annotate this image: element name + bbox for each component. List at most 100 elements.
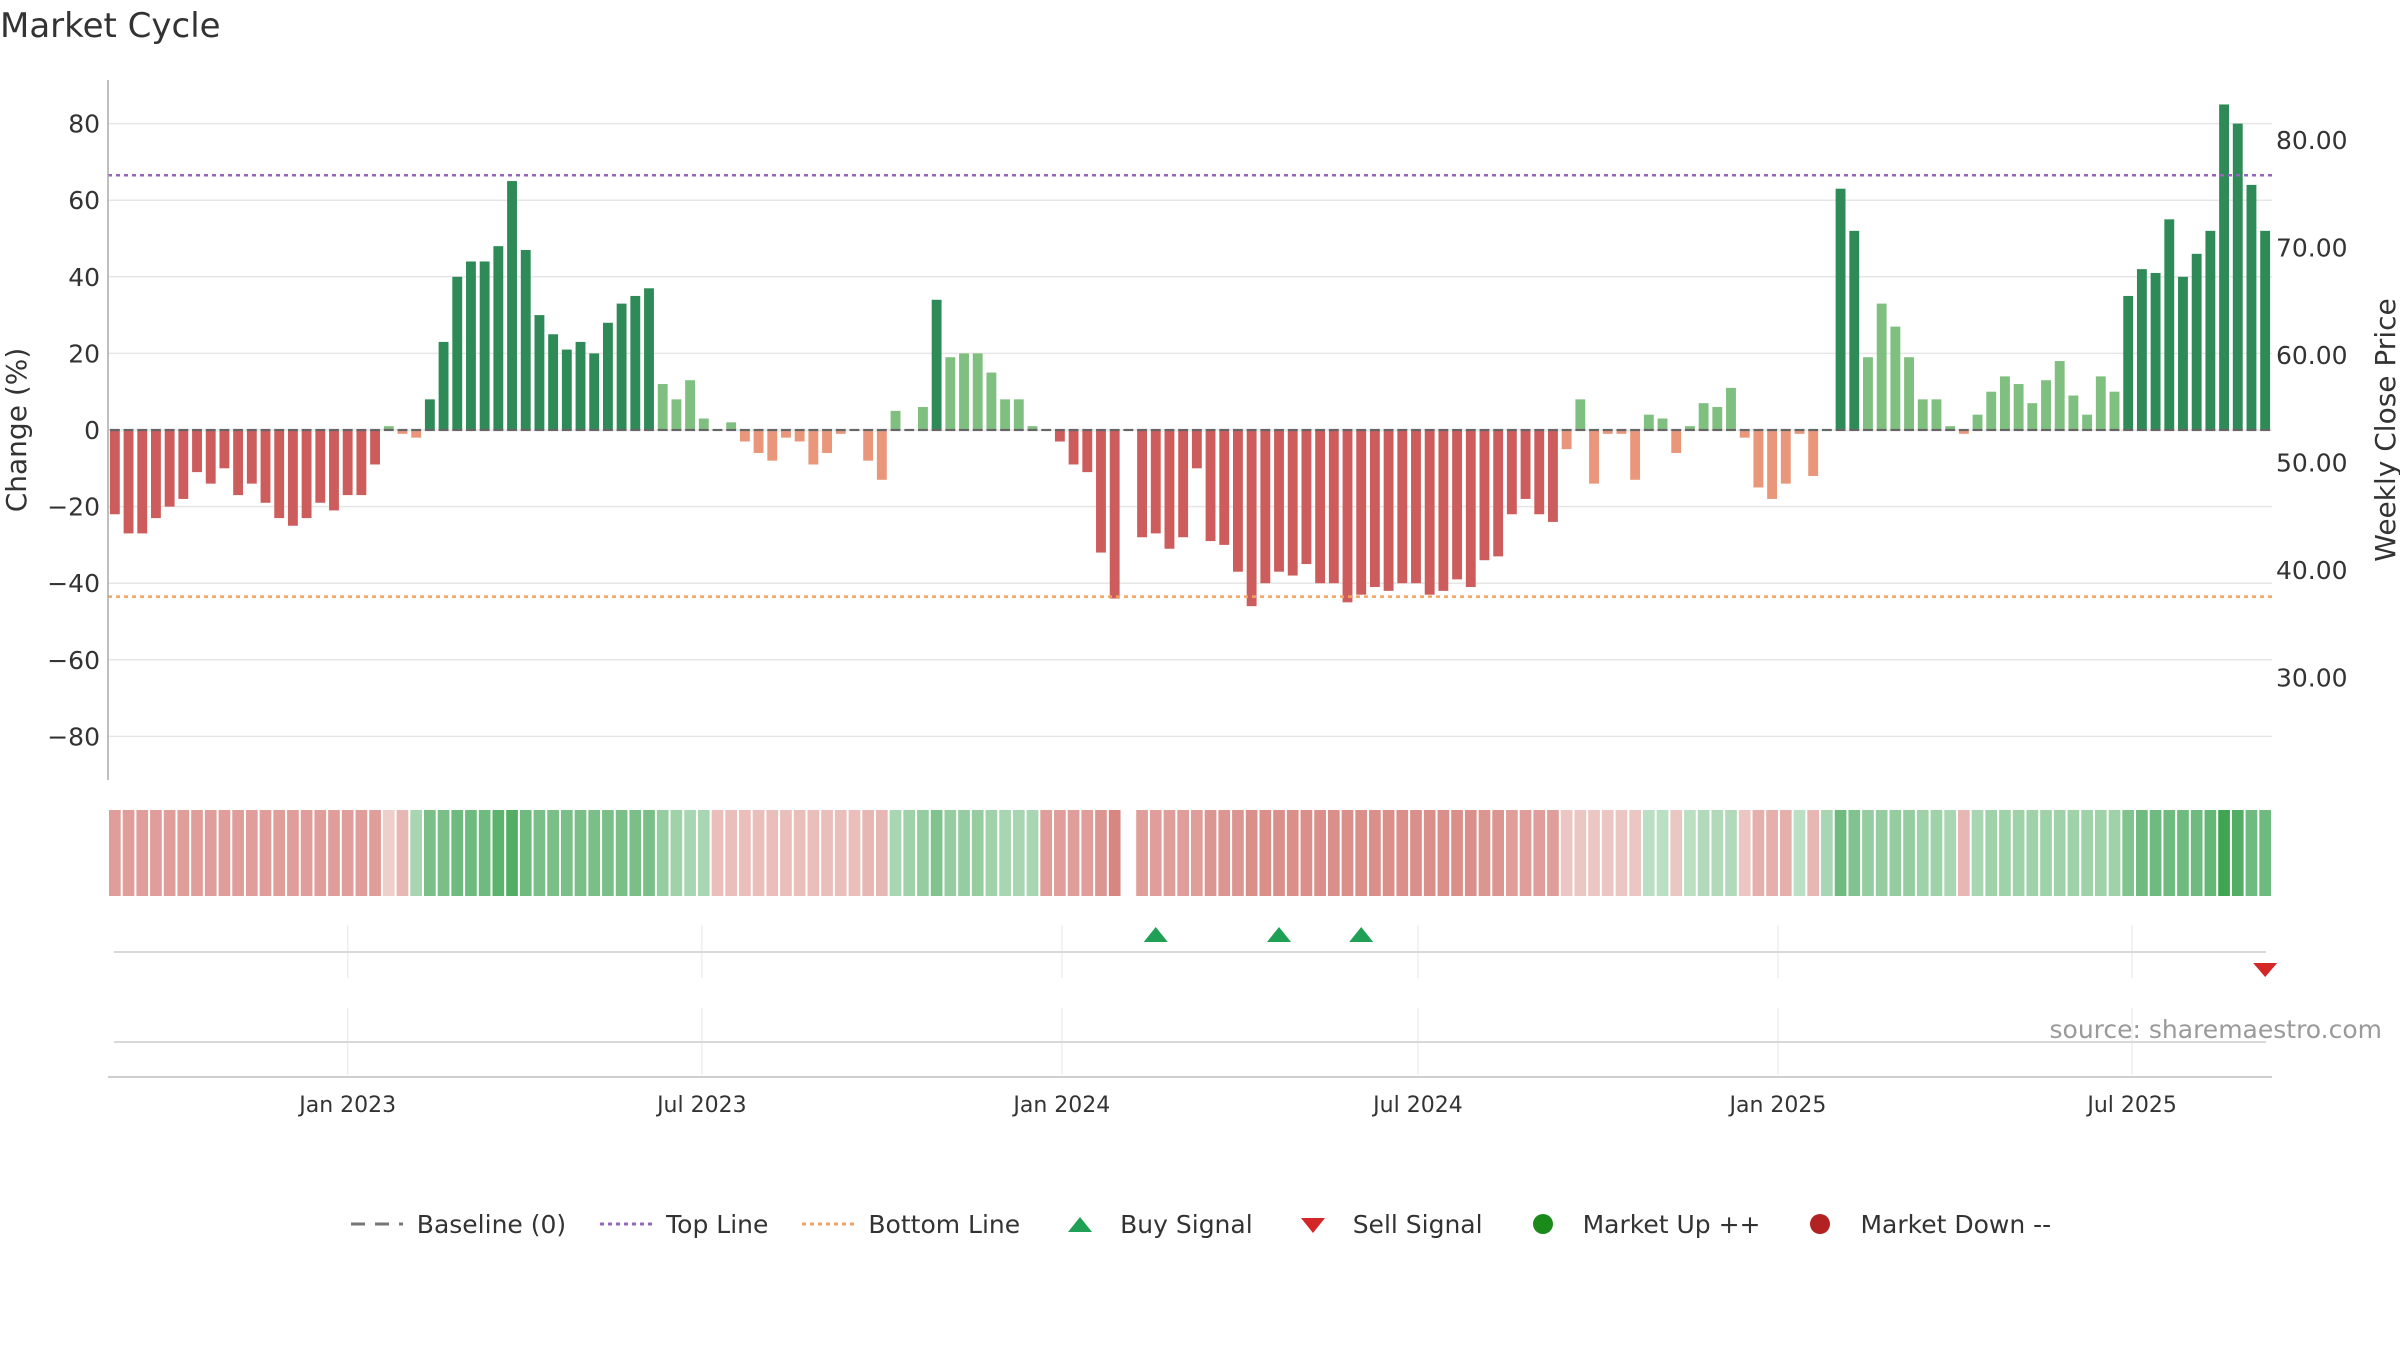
strength-cell — [1478, 810, 1491, 896]
strength-cell — [2204, 810, 2217, 896]
change-bar — [644, 288, 654, 430]
strength-cell — [1218, 810, 1231, 896]
change-bar — [397, 430, 408, 434]
change-bar — [383, 426, 394, 430]
strength-cell — [1177, 810, 1189, 896]
strength-cell — [245, 810, 258, 896]
change-bar — [452, 276, 463, 430]
change-bar — [123, 430, 134, 534]
change-bar — [356, 430, 367, 496]
x-tick-label: Jul 2025 — [2085, 1093, 2177, 1118]
legend-swatch — [1300, 1218, 1325, 1233]
strength-cell — [1191, 810, 1203, 896]
change-bar — [1753, 430, 1764, 488]
change-bar — [1999, 376, 2010, 430]
strength-cell — [2040, 810, 2052, 896]
strength-cell — [2053, 810, 2066, 896]
legend-swatch — [350, 1222, 403, 1226]
strength-cell — [1012, 810, 1025, 896]
change-bar — [945, 357, 956, 430]
change-bar — [2123, 295, 2134, 430]
strength-cell — [752, 810, 765, 896]
strength-cell — [1300, 810, 1313, 896]
change-bar — [1534, 430, 1545, 515]
change-bar — [1548, 430, 1558, 522]
strength-cell — [287, 810, 299, 896]
change-bar — [493, 246, 504, 430]
change-bar — [561, 349, 572, 430]
change-bar — [370, 430, 381, 465]
change-bar — [2232, 123, 2243, 430]
legend-circle — [1532, 1214, 1553, 1234]
strength-cell — [1492, 810, 1505, 896]
strength-cell — [1286, 810, 1299, 896]
legend-swatch — [1810, 1214, 1831, 1234]
change-bar — [1328, 430, 1339, 584]
legend-label: Market Up ++ — [1582, 1209, 1761, 1239]
change-bar — [1958, 430, 1969, 434]
change-bar — [959, 353, 969, 430]
strength-cell — [889, 810, 902, 896]
strength-strip — [109, 810, 2271, 896]
change-bar — [698, 418, 709, 430]
y2-tick-label: 40.00 — [2276, 556, 2348, 585]
y-tick-label: −40 — [47, 569, 100, 598]
change-bar — [1561, 430, 1572, 450]
strength-cell — [1232, 810, 1244, 896]
change-bar — [1739, 430, 1750, 438]
change-bar — [1726, 387, 1736, 430]
change-bar — [1369, 430, 1380, 588]
change-bar — [329, 430, 339, 511]
strength-cell — [739, 810, 751, 896]
strength-cell — [1369, 810, 1381, 896]
y2-axis-title: Weekly Close Price — [2369, 298, 2400, 561]
strength-cell — [1095, 810, 1107, 896]
strength-cell — [697, 810, 710, 896]
strength-cell — [1944, 810, 1956, 896]
legend-item: Market Up ++ — [1515, 1209, 1761, 1239]
change-bar — [1438, 430, 1449, 591]
strength-cell — [1547, 810, 1559, 896]
strength-cell — [1423, 810, 1436, 896]
change-bar — [260, 430, 271, 503]
legend-triangle-up — [1068, 1217, 1093, 1232]
reference-lines — [108, 174, 2272, 598]
strength-cell — [410, 810, 423, 896]
change-bar — [2260, 230, 2271, 430]
strength-cell — [1533, 810, 1546, 896]
y2-tick-label: 80.00 — [2276, 126, 2348, 155]
y-tick-label: 20 — [68, 339, 100, 368]
change-bar — [1630, 430, 1641, 480]
change-bar — [507, 181, 517, 430]
strength-cell — [2218, 810, 2230, 896]
change-bar — [972, 353, 983, 430]
legend-label: Market Down -- — [1860, 1209, 2052, 1239]
strength-cell — [1738, 810, 1751, 896]
change-bar — [1260, 430, 1271, 584]
change-bar — [863, 430, 874, 461]
legend-swatch — [1532, 1214, 1553, 1234]
strength-cell — [1697, 810, 1710, 896]
strength-cell — [711, 810, 724, 896]
change-bar — [986, 372, 997, 430]
strength-cell — [204, 810, 217, 896]
strength-cell — [615, 810, 628, 896]
strength-cell — [958, 810, 970, 896]
change-bar — [1684, 426, 1695, 430]
strength-cell — [1834, 810, 1847, 896]
x-tick-label: Jan 2024 — [1011, 1093, 1110, 1118]
change-bar — [1780, 430, 1791, 484]
change-bar — [1876, 303, 1887, 430]
change-bar — [2150, 272, 2161, 430]
legend-label: Buy Signal — [1120, 1209, 1253, 1239]
change-bar — [548, 334, 559, 430]
buy-signal-marker — [1267, 927, 1292, 942]
change-bar — [602, 322, 613, 430]
change-bar — [1191, 430, 1202, 469]
strength-cell — [1821, 810, 1833, 896]
change-bar — [1164, 430, 1175, 549]
strength-cell — [1985, 810, 1998, 896]
change-bar — [438, 341, 449, 430]
change-bar — [2109, 391, 2120, 430]
strength-cell — [382, 810, 395, 896]
